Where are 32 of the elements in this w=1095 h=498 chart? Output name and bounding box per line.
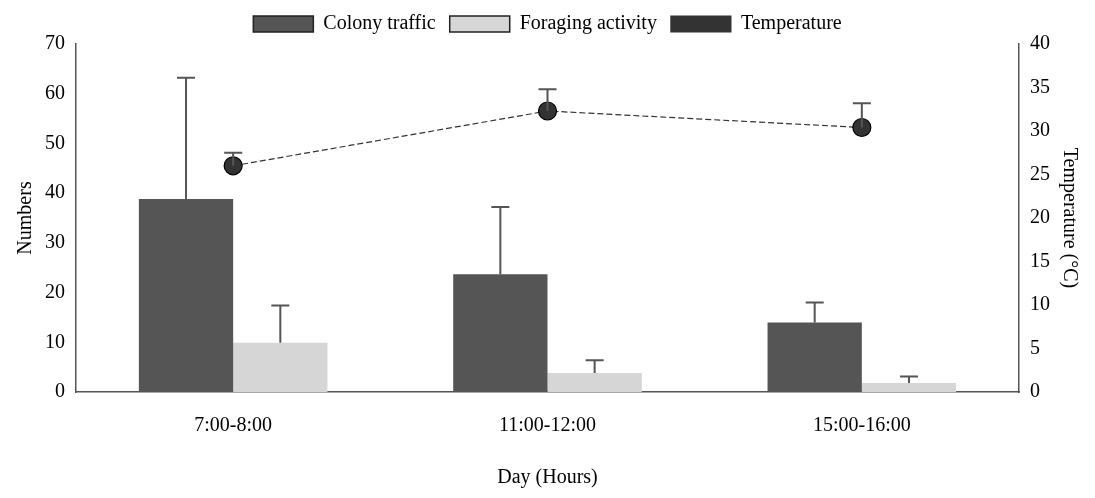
y-tick-label: 10 [45,329,65,352]
y2-tick-label: 25 [1030,161,1050,184]
y2-tick-label: 5 [1030,335,1040,358]
legend-label: Temperature [740,11,842,35]
y2-tick-label: 20 [1030,205,1050,228]
legend-label: Foraging activity [519,11,657,35]
y2-tick-label: 35 [1030,74,1050,97]
x-tick-label: 7:00-8:00 [194,413,273,436]
y-tick-label: 50 [45,130,65,153]
y-tick-label: 60 [45,80,65,103]
x-axis-title: Day (Hours) [497,465,598,489]
y-tick-label: 30 [45,230,65,253]
point [223,156,243,176]
bar [861,383,957,392]
y2-tick-label: 10 [1030,292,1050,315]
y2-axis-title: Temperature (°C) [1058,147,1082,289]
bar [547,373,642,392]
y-tick-label: 0 [55,379,65,402]
y-axis-title: Numbers [13,181,36,255]
bar [233,342,328,392]
y2-tick-label: 15 [1030,248,1050,271]
y2-tick-label: 0 [1030,379,1040,402]
y-tick-label: 70 [45,31,65,54]
point [537,101,558,121]
x-tick-label: 15:00-16:00 [812,413,911,436]
y2-tick-label: 40 [1030,31,1050,54]
y-tick-label: 40 [45,180,65,203]
y-tick-label: 20 [45,279,65,302]
legend-label: Colony traffic [323,11,436,35]
x-tick-label: 11:00-12:00 [498,413,597,436]
y2-tick-label: 30 [1030,118,1050,141]
point [852,117,872,138]
